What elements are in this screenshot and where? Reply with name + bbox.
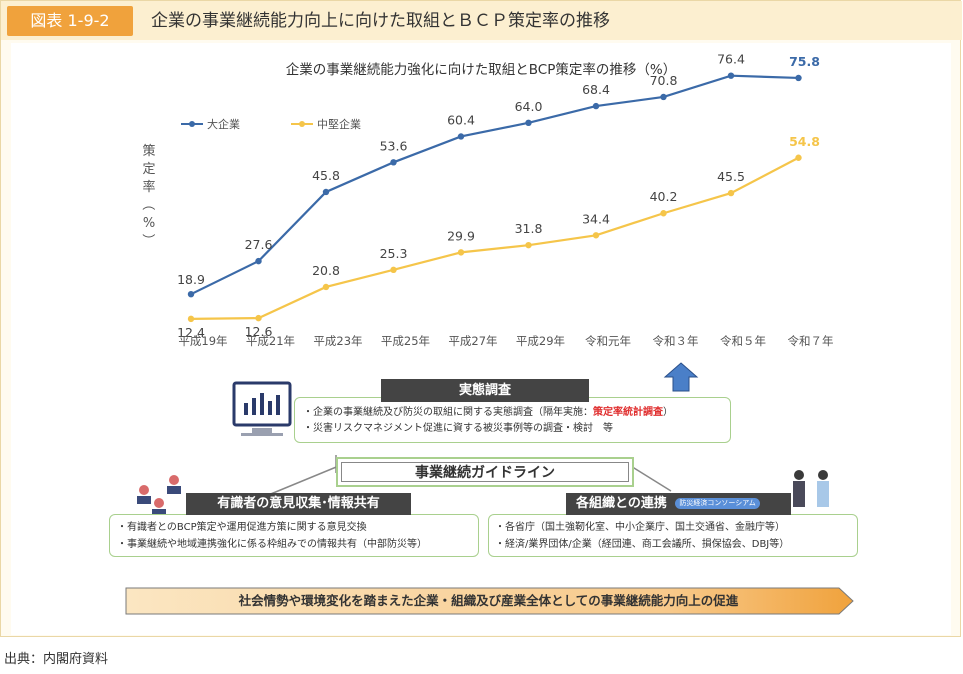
y-axis-label-char: （ xyxy=(140,197,155,210)
x-tick-label: 令和７年 xyxy=(788,334,834,348)
data-label: 60.4 xyxy=(447,112,475,127)
survey-box xyxy=(294,397,731,443)
x-tick-label: 平成25年 xyxy=(381,334,430,348)
data-label: 76.4 xyxy=(717,52,745,67)
data-label: 64.0 xyxy=(515,99,543,114)
data-point xyxy=(660,210,667,217)
data-label: 31.8 xyxy=(515,221,543,236)
legend-marker xyxy=(299,121,305,127)
source-note: 出典：内閣府資料 xyxy=(4,652,109,667)
y-axis-label-char: % xyxy=(143,216,155,231)
data-point xyxy=(457,249,465,256)
y-axis-label-char: 策 xyxy=(142,143,155,159)
data-point xyxy=(660,93,667,101)
legend-marker xyxy=(189,121,195,127)
experts-label: 有識者の意見収集･情報共有 xyxy=(186,493,411,515)
data-label: 25.3 xyxy=(380,246,408,261)
x-tick-label: 平成19年 xyxy=(178,334,227,348)
data-label: 20.8 xyxy=(312,263,340,278)
data-point xyxy=(187,315,195,323)
data-label: 54.8 xyxy=(789,134,820,149)
figure-number-badge: 図表 1-9-2 xyxy=(7,6,133,36)
y-axis-label-char: 定 xyxy=(142,162,155,177)
data-label: 34.4 xyxy=(582,211,610,226)
x-tick-label: 平成21年 xyxy=(246,334,295,348)
data-label: 29.9 xyxy=(447,228,475,243)
data-point xyxy=(322,188,330,196)
figure-title: 企業の事業継続能力向上に向けた取組とＢＣＰ策定率の推移 xyxy=(151,11,610,31)
collab-box xyxy=(488,514,858,557)
data-point xyxy=(727,189,735,197)
experts-box xyxy=(109,514,479,557)
experts-bullet-2: ・事業継続や地域連携強化に係る枠組みでの情報共有（中部防災等） xyxy=(117,539,427,550)
data-label: 68.4 xyxy=(582,82,610,97)
data-point xyxy=(795,74,802,82)
data-point xyxy=(525,241,532,249)
x-tick-label: 令和３年 xyxy=(653,334,699,348)
survey-label: 実態調査 xyxy=(381,379,589,402)
collab-bullet-2: ・経済/業界団体/企業（経団連、商工会議所、損保協会、DBJ等） xyxy=(495,539,790,550)
data-label: 45.5 xyxy=(717,169,745,184)
figure-header: 図表 1-9-2 企業の事業継続能力向上に向けた取組とＢＣＰ策定率の推移 xyxy=(1,1,962,40)
y-axis-label-char: ） xyxy=(140,233,155,246)
data-point xyxy=(457,133,465,140)
chart-title: 企業の事業継続能力強化に向けた取組とBCP策定率の推移（%） xyxy=(285,62,677,78)
series-line xyxy=(190,74,799,296)
data-point xyxy=(592,102,600,110)
data-label: 18.9 xyxy=(177,272,205,287)
data-point xyxy=(727,72,735,79)
survey-bullet-1: ・企業の事業継続及び防災の取組に関する実態調査（隔年実施：策定率統計調査） xyxy=(303,407,673,418)
survey-bullet-2: ・災害リスクマネジメント促進に資する被災事例等の調査・検討 等 xyxy=(303,423,613,434)
legend-label: 中堅企業 xyxy=(317,117,361,131)
data-point xyxy=(592,232,600,239)
promotion-banner-text: 社会情勢や環境変化を踏まえた企業・組織及び産業全体としての事業継続能力向上の促進 xyxy=(238,593,739,608)
data-label: 40.2 xyxy=(650,189,678,204)
data-point xyxy=(187,290,195,298)
collab-label: 各組織との連携 防災経済コンソーシアム xyxy=(566,493,791,515)
figure-panel: 企業の事業継続能力強化に向けた取組とBCP策定率の推移（%） 策定率 （% ） 大企業… xyxy=(11,43,951,635)
data-point xyxy=(525,119,532,127)
y-axis-label-char: 率 xyxy=(142,179,155,195)
person-icon xyxy=(139,485,149,495)
x-tick-label: 令和５年 xyxy=(720,334,766,348)
x-tick-label: 平成23年 xyxy=(313,334,362,348)
series-line xyxy=(190,156,800,320)
x-tick-label: 令和元年 xyxy=(585,334,631,348)
data-point xyxy=(795,154,802,161)
data-label: 12.4 xyxy=(177,325,205,340)
legend-label: 大企業 xyxy=(207,117,240,131)
data-label: 12.6 xyxy=(245,324,273,339)
x-tick-label: 平成27年 xyxy=(448,334,497,348)
guideline-box: 事業継続ガイドライン xyxy=(336,457,634,487)
bcp-line-chart: 策定率 （% ） 大企業 中堅企業 18.9 27.6 45.8 53.6 60.4 64.0 68.… xyxy=(140,52,834,348)
data-label: 70.8 xyxy=(650,73,678,88)
guideline-label: 事業継続ガイドライン xyxy=(341,462,629,482)
data-point xyxy=(390,266,397,274)
data-point xyxy=(255,314,262,322)
experts-bullet-1: ・有識者とのBCP策定や運用促進方策に関する意見交換 xyxy=(117,522,367,533)
collab-bullet-1: ・各省庁（国土強靭化室、中小企業庁、国土交通省、金融庁等） xyxy=(495,522,785,533)
figure-frame: 図表 1-9-2 企業の事業継続能力向上に向けた取組とＢＣＰ策定率の推移 企業の… xyxy=(0,0,962,637)
data-label: 75.8 xyxy=(789,54,820,69)
data-point xyxy=(390,159,397,166)
data-label: 53.6 xyxy=(380,138,408,153)
statistics-survey-highlight: 策定率統計調査 xyxy=(593,407,663,418)
data-point xyxy=(322,283,330,291)
data-point xyxy=(255,257,262,265)
consortium-tag: 防災経済コンソーシアム xyxy=(675,498,760,509)
data-label: 27.6 xyxy=(245,237,273,252)
data-label: 45.8 xyxy=(312,168,340,183)
x-tick-label: 平成29年 xyxy=(516,334,565,348)
